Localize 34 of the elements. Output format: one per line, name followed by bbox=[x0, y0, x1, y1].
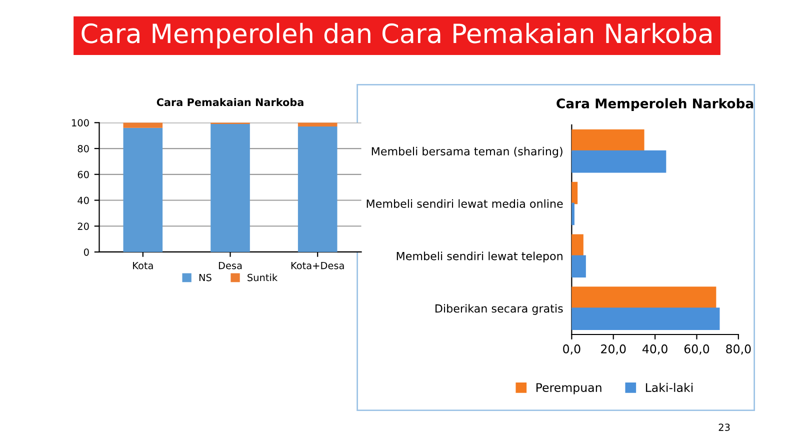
bar bbox=[572, 150, 666, 173]
y-tick-label: Membeli bersama teman (sharing) bbox=[372, 146, 562, 158]
chart-title: Cara Memperoleh Narkoba bbox=[556, 98, 754, 111]
x-tick-label: 60,0 bbox=[684, 344, 710, 355]
bar bbox=[572, 286, 716, 309]
chart-title: Cara Pemakaian Narkoba bbox=[156, 98, 304, 106]
y-tick-label: 40 bbox=[78, 196, 89, 204]
y-tick-label: 0 bbox=[84, 248, 89, 256]
bar bbox=[572, 308, 720, 330]
bar bbox=[572, 255, 586, 278]
y-tick-label: 60 bbox=[78, 170, 89, 178]
bar bbox=[572, 202, 574, 226]
bar bbox=[572, 234, 584, 257]
legend-label: Laki-laki bbox=[646, 382, 693, 392]
legend-label: Suntik bbox=[248, 274, 278, 282]
y-tick-label: Diberikan secara gratis bbox=[436, 304, 563, 315]
text: Cara Memperoleh dan Cara Pemakaian Narkoba bbox=[82, 22, 712, 48]
y-tick-label: 80 bbox=[78, 144, 89, 152]
y-tick-label: 100 bbox=[72, 119, 89, 126]
x-tick-label: 20,0 bbox=[601, 344, 626, 355]
bar bbox=[572, 182, 578, 204]
x-tick-label: Desa bbox=[218, 262, 242, 270]
y-tick-label: 20 bbox=[78, 222, 89, 230]
legend-label: Perempuan bbox=[536, 383, 602, 394]
legend-label: NS bbox=[199, 274, 212, 282]
x-tick-label: Kota+Desa bbox=[291, 262, 344, 270]
bar bbox=[572, 129, 644, 152]
x-tick-label: 40,0 bbox=[642, 344, 668, 355]
x-tick-label: 80,0 bbox=[726, 344, 751, 355]
y-tick-label: Membeli sendiri lewat media online bbox=[366, 199, 563, 208]
text: 23 bbox=[718, 424, 730, 431]
x-tick-label: 0,0 bbox=[563, 344, 580, 355]
x-tick-label: Kota bbox=[133, 262, 153, 270]
y-tick-label: Membeli sendiri lewat telepon bbox=[396, 252, 562, 262]
